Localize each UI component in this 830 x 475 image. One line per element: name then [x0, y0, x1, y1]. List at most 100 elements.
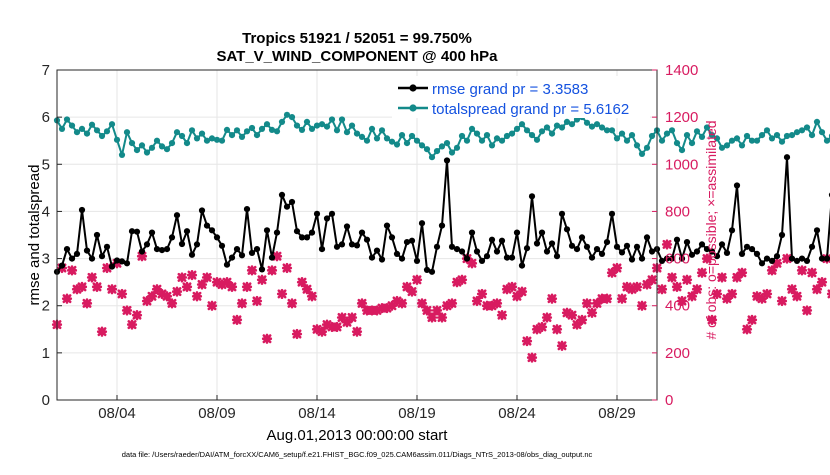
- rmse-point: [603, 239, 611, 246]
- rmse-point: [538, 229, 546, 236]
- obs-assimilated-point: [471, 295, 483, 307]
- obs-marker: [801, 305, 813, 316]
- obs-assimilated-point: [511, 291, 523, 302]
- totalspread-point: [313, 122, 321, 129]
- rmse-point: [823, 255, 830, 262]
- obs-marker: [156, 288, 168, 300]
- obs-assimilated-point: [441, 300, 453, 311]
- totalspread-point: [198, 130, 206, 137]
- obs-assimilated-point: [261, 333, 273, 344]
- totalspread-point: [793, 129, 801, 136]
- obs-assimilated-point: [786, 284, 798, 295]
- obs-marker: [641, 279, 653, 290]
- rmse-point: [683, 239, 691, 246]
- x-tick-label: 08/24: [498, 405, 536, 422]
- totalspread-point: [428, 154, 436, 161]
- obs-marker: [311, 324, 323, 335]
- totalspread-point: [513, 125, 521, 132]
- obs-assimilated-point: [431, 305, 443, 316]
- y-right-tick-label: 800: [665, 203, 690, 220]
- obs-assimilated-point: [706, 314, 718, 325]
- obs-marker: [766, 265, 778, 276]
- obs-marker: [351, 326, 363, 337]
- totalspread-point: [368, 125, 376, 132]
- totalspread-point: [628, 132, 636, 139]
- totalspread-point: [218, 137, 226, 144]
- y-axis-label: rmse and totalspread: [26, 165, 43, 306]
- obs-assimilated-point: [176, 272, 188, 283]
- x-tick-label: 08/19: [398, 405, 436, 422]
- obs-assimilated-point: [661, 239, 673, 250]
- obs-marker: [491, 298, 503, 309]
- obs-assimilated-point: [771, 258, 783, 269]
- totalspread-point: [518, 121, 526, 128]
- rmse-point: [638, 255, 646, 262]
- obs-assimilated-point: [121, 305, 133, 316]
- totalspread-point: [668, 127, 676, 134]
- totalspread-point: [243, 128, 251, 135]
- obs-assimilated-point: [566, 310, 578, 321]
- obs-marker: [71, 284, 83, 295]
- obs-marker: [66, 265, 78, 276]
- rmse-point: [168, 234, 176, 241]
- axis-ticks: 0 1 2 3 4 5 6 7 0 200 400 600 800 1000 1200 1400 08/04 08…: [42, 62, 699, 422]
- obs-marker: [211, 277, 223, 288]
- obs-assimilated-point: [91, 281, 103, 292]
- obs-assimilated-point: [86, 272, 98, 283]
- obs-assimilated-point: [551, 324, 563, 335]
- obs-assimilated-point: [731, 272, 743, 283]
- totalspread-point: [293, 122, 301, 129]
- obs-marker: [771, 258, 783, 269]
- rmse-point: [543, 248, 551, 255]
- obs-marker: [511, 291, 523, 302]
- rmse-point: [623, 242, 631, 249]
- rmse-point: [318, 246, 326, 253]
- obs-marker: [206, 300, 218, 311]
- obs-marker: [281, 262, 293, 274]
- obs-assimilated-point: [756, 293, 768, 304]
- obs-marker: [716, 272, 728, 283]
- totalspread-point: [143, 149, 151, 156]
- obs-marker: [191, 291, 203, 302]
- rmse-point: [148, 229, 156, 236]
- totalspread-point: [603, 127, 611, 134]
- totalspread-point: [558, 124, 566, 131]
- rmse-point: [703, 246, 711, 253]
- rmse-point: [218, 242, 226, 249]
- obs-assimilated-point: [606, 267, 618, 278]
- rmse-point: [673, 236, 681, 243]
- totalspread-point: [158, 143, 166, 150]
- totalspread-point: [483, 132, 491, 139]
- y-right-tick-label: 0: [665, 392, 673, 409]
- totalspread-point: [763, 127, 771, 134]
- obs-marker: [381, 302, 393, 314]
- obs-assimilated-point: [751, 291, 763, 302]
- obs-assimilated-point: [156, 288, 168, 300]
- totalspread-point: [258, 125, 266, 132]
- totalspread-point: [263, 121, 271, 128]
- totalspread-point: [168, 140, 176, 147]
- rmse-point: [268, 254, 276, 261]
- totalspread-point: [98, 132, 106, 140]
- obs-marker: [296, 277, 308, 288]
- obs-assimilated-point: [526, 352, 538, 363]
- obs-assimilated-point: [191, 291, 203, 302]
- obs-assimilated-point: [146, 291, 158, 302]
- obs-assimilated-point: [666, 272, 678, 283]
- x-tick-label: 08/09: [198, 405, 236, 422]
- x-tick-label: 08/04: [98, 405, 136, 422]
- obs-marker: [196, 279, 208, 290]
- totalspread-point: [328, 116, 336, 123]
- y-right-tick-label: 1000: [665, 156, 698, 173]
- y-tick-label: 0: [42, 392, 50, 409]
- rmse-point: [528, 193, 536, 200]
- rmse-point: [223, 261, 231, 268]
- obs-marker: [551, 324, 563, 335]
- x-axis-label: Aug.01,2013 00:00:00 start: [267, 427, 449, 444]
- obs-marker: [266, 265, 278, 276]
- obs-marker: [571, 319, 583, 330]
- totalspread-point: [303, 118, 311, 125]
- y-tick-label: 2: [42, 298, 50, 315]
- rmse-point: [273, 229, 281, 236]
- obs-marker: [131, 310, 143, 321]
